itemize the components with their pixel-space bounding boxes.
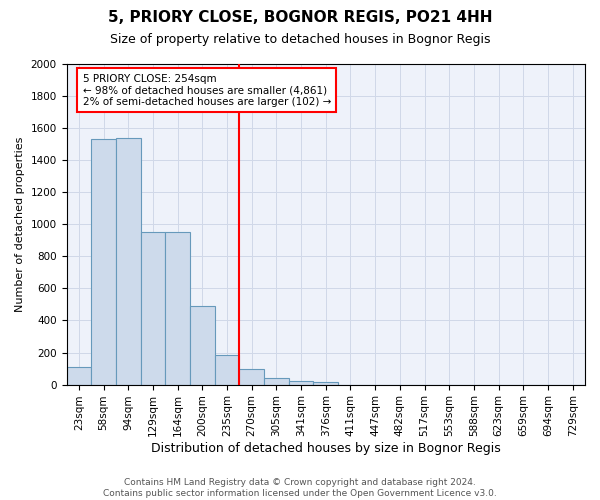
Text: Contains HM Land Registry data © Crown copyright and database right 2024.
Contai: Contains HM Land Registry data © Crown c… — [103, 478, 497, 498]
X-axis label: Distribution of detached houses by size in Bognor Regis: Distribution of detached houses by size … — [151, 442, 500, 455]
Bar — [116, 138, 140, 384]
Bar — [215, 355, 239, 384]
Bar — [67, 367, 91, 384]
Bar — [264, 378, 289, 384]
Bar — [289, 380, 313, 384]
Bar — [91, 140, 116, 384]
Bar — [140, 232, 165, 384]
Y-axis label: Number of detached properties: Number of detached properties — [15, 136, 25, 312]
Bar — [165, 232, 190, 384]
Text: Size of property relative to detached houses in Bognor Regis: Size of property relative to detached ho… — [110, 32, 490, 46]
Bar — [190, 306, 215, 384]
Bar — [313, 382, 338, 384]
Text: 5 PRIORY CLOSE: 254sqm
← 98% of detached houses are smaller (4,861)
2% of semi-d: 5 PRIORY CLOSE: 254sqm ← 98% of detached… — [83, 74, 331, 107]
Text: 5, PRIORY CLOSE, BOGNOR REGIS, PO21 4HH: 5, PRIORY CLOSE, BOGNOR REGIS, PO21 4HH — [108, 10, 492, 25]
Bar — [239, 368, 264, 384]
